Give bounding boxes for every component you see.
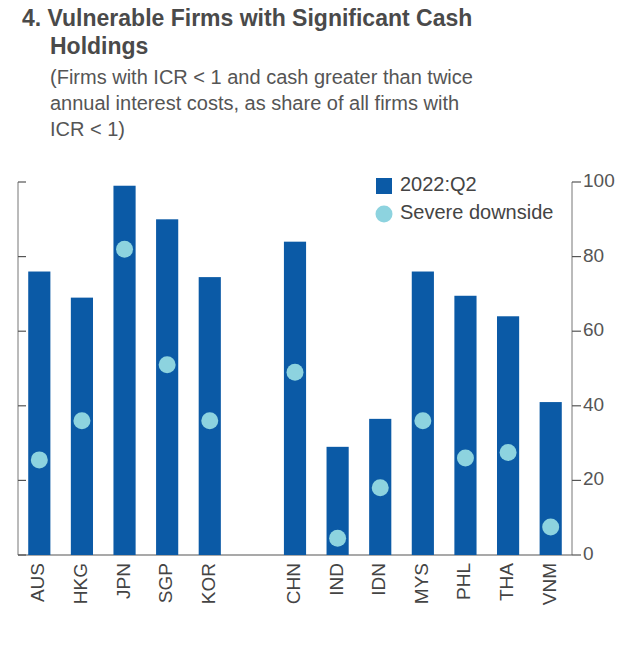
x-tick-label: IND [326,563,347,596]
x-tick-label: PHL [453,563,474,600]
x-tick-label: VNM [539,563,560,605]
point [159,356,176,373]
point [287,364,304,381]
x-tick-label: JPN [113,563,134,599]
right-axis [572,182,573,555]
x-tick-label: AUS [27,563,48,602]
legend-swatch [376,206,393,223]
x-tick-label: CHN [283,563,304,604]
bar [454,296,476,555]
x-tick-label: HKG [70,563,91,604]
x-tick-label: SGP [155,563,176,603]
point [116,241,133,258]
right-tick [572,554,581,555]
point [73,412,90,429]
left-tick [18,480,26,481]
y-tick-label: 40 [583,394,604,415]
chart: 0 20 40 60 80 100 AUS HKG JPN SGP KOR CHN IND IDN MYS P… [0,0,630,653]
left-tick [18,181,26,182]
title: 4. Vulnerable Firms with Significant Cas… [22,4,530,60]
bar [327,447,349,555]
left-tick [18,331,26,332]
left-tick [18,554,26,555]
right-tick [572,480,581,481]
point [372,479,389,496]
x-tick-label: THA [496,563,517,601]
bar [284,242,306,555]
right-tick [572,331,581,332]
x-tick-label: MYS [411,563,432,604]
x-tick-label: IDN [368,563,389,596]
left-axis [18,182,19,555]
point [414,412,431,429]
point [201,412,218,429]
bar [28,272,50,555]
point [500,444,517,461]
marks [28,186,562,555]
y-tick-label: 0 [583,543,594,564]
y-tick-label: 80 [583,245,604,266]
legend-label: 2022:Q2 [400,173,477,195]
point [31,451,48,468]
x-tick-label: KOR [198,563,219,604]
point [329,530,346,547]
left-tick [18,405,26,406]
right-tick [572,181,581,182]
left-tick [18,256,26,257]
legend-swatch [376,178,392,194]
bar [497,316,519,555]
legend-label: Severe downside [400,201,553,223]
subtitle: (Firms with ICR < 1 and cash greater tha… [50,64,490,142]
bar [156,219,178,555]
y-tick-label: 60 [583,319,604,340]
y-tick-label: 20 [583,468,604,489]
bar [540,402,562,555]
point [457,450,474,467]
point [542,519,559,536]
y-tick-label: 100 [583,170,615,191]
bar [113,186,135,555]
bar [369,419,391,555]
bar [412,272,434,555]
bar [199,277,221,555]
right-tick [572,405,581,406]
right-tick [572,256,581,257]
bar [71,298,93,555]
